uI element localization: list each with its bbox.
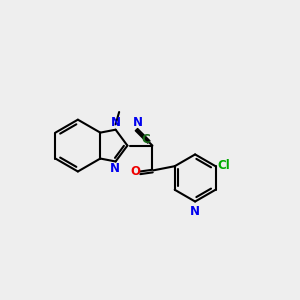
Text: N: N [132,116,142,128]
Text: N: N [190,206,200,218]
Text: O: O [130,165,140,178]
Text: C: C [142,133,151,146]
Text: Cl: Cl [218,159,230,172]
Text: N: N [110,162,120,175]
Text: N: N [111,116,121,129]
